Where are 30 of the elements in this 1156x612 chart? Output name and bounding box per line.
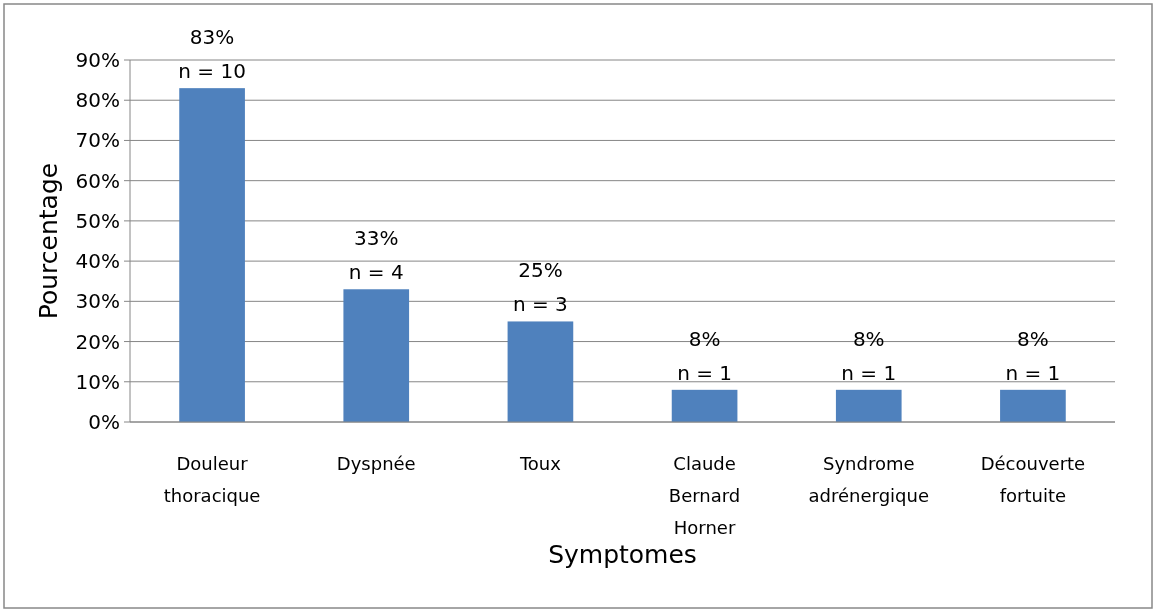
bar — [835, 389, 902, 422]
x-tick-label: Dyspnée — [336, 453, 416, 474]
data-label: 8% n = 1 — [677, 326, 733, 385]
y-axis-title: Pourcentage — [34, 162, 63, 320]
y-tick-label: 90% — [75, 48, 120, 72]
x-tick-label: Douleur thoracique — [163, 453, 261, 506]
y-tick-label: 80% — [75, 88, 120, 113]
data-label: 8% n = 1 — [1005, 326, 1061, 385]
bar — [507, 321, 574, 422]
data-label: 8% n = 1 — [841, 326, 897, 385]
y-tick-label: 0% — [88, 410, 120, 434]
y-tick-label: 20% — [75, 329, 120, 354]
y-tick-label: 40% — [75, 249, 120, 274]
bar — [343, 289, 410, 422]
data-label: 83% n = 10 — [178, 25, 246, 84]
bar — [1000, 389, 1066, 422]
bar — [179, 88, 245, 422]
data-label: 33% n = 4 — [348, 226, 404, 285]
bar — [671, 389, 738, 422]
x-axis-title: Symptomes — [548, 540, 697, 569]
x-tick-label: Syndrome adrénergique — [808, 453, 929, 506]
x-tick-label: Claude Bernard Horner — [668, 453, 741, 538]
y-tick-label: 50% — [75, 208, 120, 233]
data-label: 25% n = 3 — [512, 258, 568, 317]
y-tick-label: 70% — [75, 128, 120, 153]
y-tick-label: 60% — [75, 168, 120, 193]
x-tick-label: Toux — [518, 453, 562, 474]
y-tick-label: 30% — [75, 289, 120, 314]
y-tick-label: 10% — [75, 369, 120, 394]
x-tick-label: Découverte fortuite — [980, 453, 1086, 506]
